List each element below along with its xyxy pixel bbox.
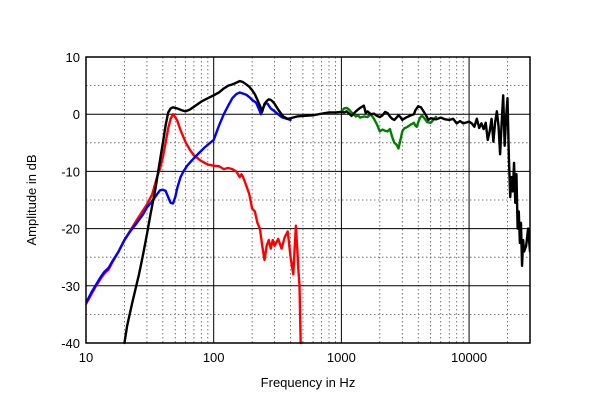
x-tick-label: 1000 — [327, 350, 356, 365]
series-group — [86, 79, 530, 345]
y-axis-title: Amplitude in dB — [24, 154, 39, 245]
series-line-4 — [123, 79, 530, 345]
x-tick-label: 10 — [79, 350, 93, 365]
plot-frame — [85, 56, 531, 344]
x-tick-label: 10000 — [451, 350, 487, 365]
y-tick-label: 10 — [66, 50, 80, 65]
series-line-1 — [86, 113, 302, 345]
y-tick-label: 0 — [73, 107, 80, 122]
y-tick-label: -20 — [61, 222, 80, 237]
x-axis-title: Frequency in Hz — [261, 375, 356, 390]
y-tick-label: -30 — [61, 279, 80, 294]
y-tick-label: -10 — [61, 164, 80, 179]
y-tick-label: -40 — [61, 336, 80, 351]
x-tick-label: 100 — [203, 350, 225, 365]
series-line-2 — [86, 91, 292, 305]
series-line-3 — [340, 106, 438, 150]
